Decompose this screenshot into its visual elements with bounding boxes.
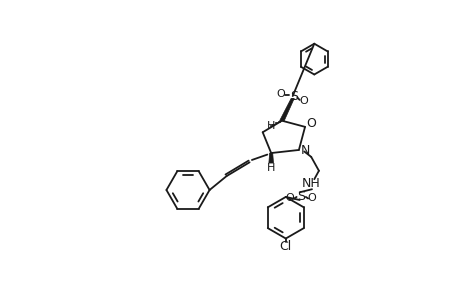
Text: S: S (297, 190, 304, 203)
Text: Cl: Cl (279, 240, 291, 253)
Polygon shape (268, 153, 273, 163)
Text: S: S (290, 90, 297, 103)
Text: H: H (266, 121, 275, 131)
Text: O: O (306, 117, 315, 130)
Text: O: O (275, 89, 284, 99)
Text: O: O (298, 96, 307, 106)
Text: NH: NH (301, 177, 320, 190)
Text: H: H (266, 164, 275, 173)
Text: N: N (301, 144, 310, 157)
Text: O: O (307, 194, 316, 203)
Polygon shape (279, 98, 294, 121)
Text: O: O (285, 194, 293, 203)
